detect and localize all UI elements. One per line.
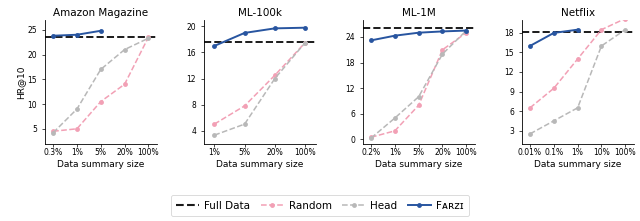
Legend: Full Data, Random, Head, Fᴀʀᴢɪ: Full Data, Random, Head, Fᴀʀᴢɪ <box>171 195 469 216</box>
X-axis label: Data summary size: Data summary size <box>216 160 303 169</box>
X-axis label: Data summary size: Data summary size <box>57 160 145 169</box>
Title: Netflix: Netflix <box>561 8 595 18</box>
X-axis label: Data summary size: Data summary size <box>534 160 621 169</box>
X-axis label: Data summary size: Data summary size <box>375 160 462 169</box>
Y-axis label: HR@10: HR@10 <box>16 65 25 99</box>
Title: Amazon Magazine: Amazon Magazine <box>53 8 148 18</box>
Title: ML-1M: ML-1M <box>402 8 436 18</box>
Title: ML-100k: ML-100k <box>237 8 282 18</box>
